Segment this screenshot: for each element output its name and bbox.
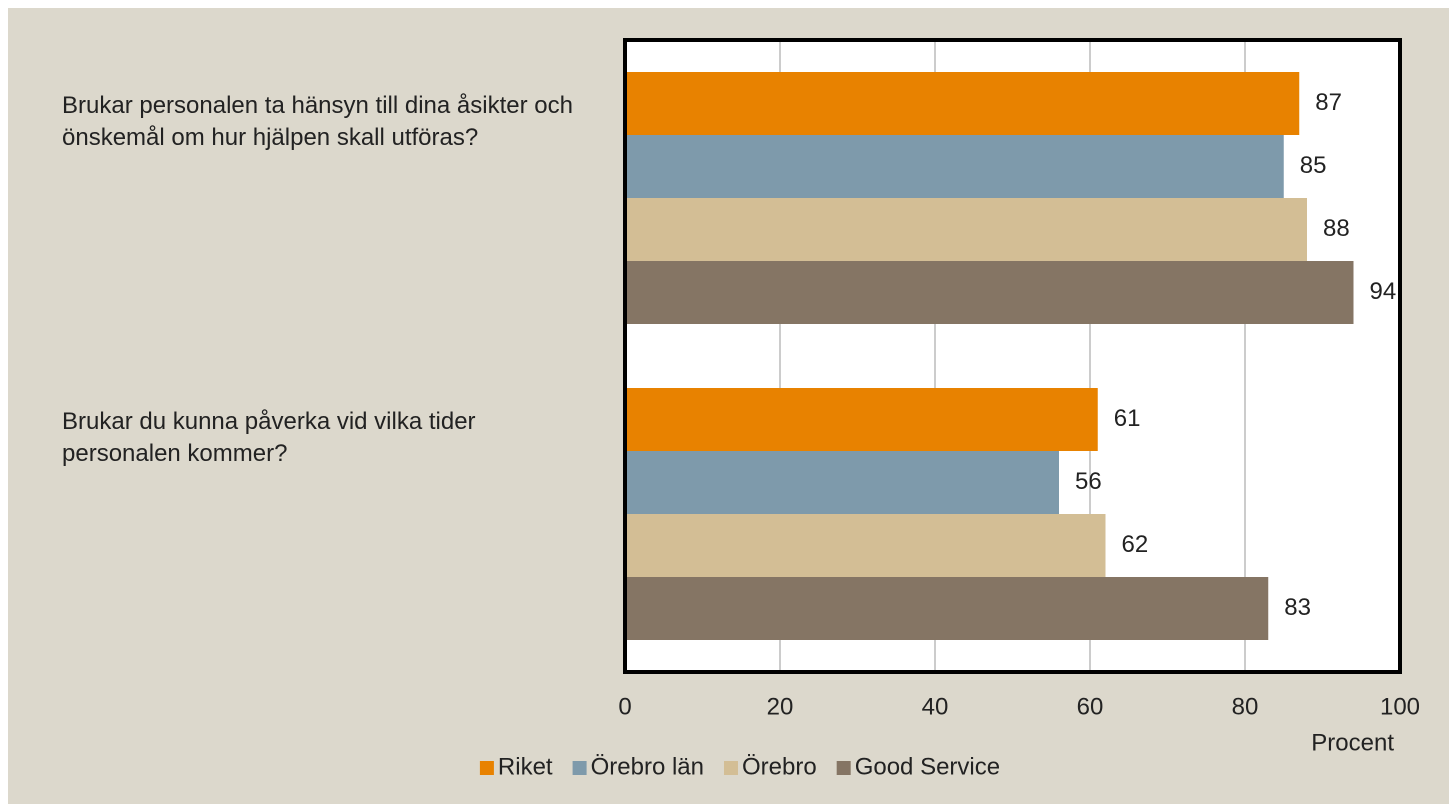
bar (625, 72, 1300, 135)
x-tick-label: 40 (922, 693, 949, 720)
category-label: Brukar du kunna påverka vid vilka tider … (62, 408, 476, 467)
value-label: 88 (1323, 215, 1350, 242)
x-tick-label: 0 (618, 693, 631, 720)
legend-swatch (723, 761, 738, 775)
bar (625, 577, 1269, 640)
legend-swatch (572, 761, 587, 775)
value-label: 83 (1284, 594, 1311, 621)
value-label: 56 (1075, 468, 1102, 495)
legend-label: Good Service (855, 753, 1000, 780)
bar (625, 451, 1059, 514)
value-label: 94 (1370, 278, 1397, 305)
bar (625, 135, 1284, 198)
bar (625, 514, 1106, 577)
category-label: Brukar personalen ta hänsyn till dina ås… (62, 92, 573, 151)
bar (625, 198, 1307, 261)
bar (625, 261, 1354, 324)
legend-swatch (836, 761, 851, 775)
legend-label: Örebro (742, 753, 817, 780)
x-axis-label: Procent (1311, 729, 1394, 756)
plot-border (623, 38, 1402, 674)
x-tick-label: 60 (1077, 693, 1104, 720)
bar (625, 388, 1098, 451)
value-label: 62 (1122, 531, 1149, 558)
legend-swatch (479, 761, 494, 775)
value-label: 85 (1300, 152, 1327, 179)
value-label: 61 (1114, 405, 1141, 432)
x-tick-label: 80 (1232, 693, 1259, 720)
x-tick-label: 100 (1380, 693, 1420, 720)
value-label: 87 (1315, 89, 1342, 116)
legend-label: Örebro län (591, 753, 704, 780)
x-tick-label: 20 (767, 693, 794, 720)
legend-label: Riket (498, 753, 553, 780)
